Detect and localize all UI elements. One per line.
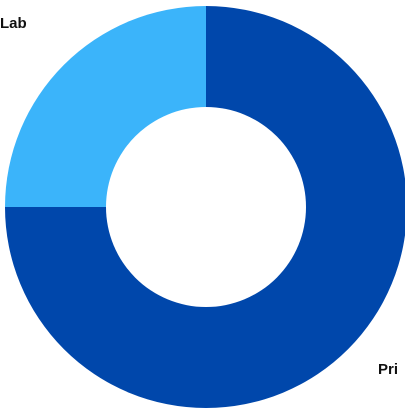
slice-labels: Pri Lab: [0, 15, 398, 378]
slice-label-lab: Lab: [0, 15, 27, 32]
slice-label-pri: Pri: [378, 361, 398, 378]
donut-hole: [106, 107, 306, 307]
